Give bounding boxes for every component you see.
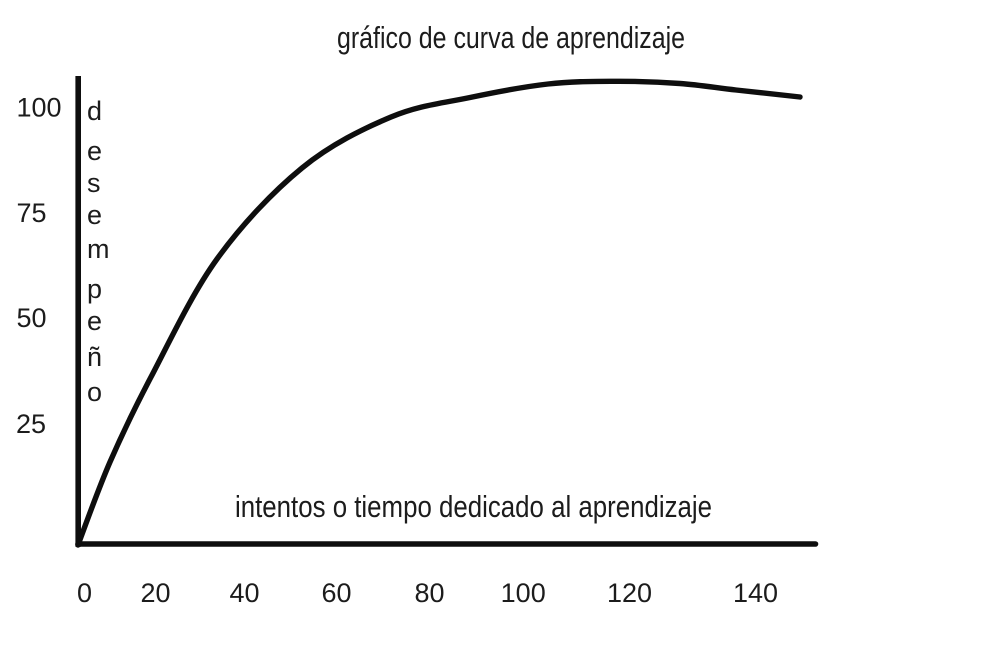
svg-text:ñ: ñ: [87, 342, 102, 372]
svg-text:s: s: [87, 168, 101, 198]
svg-text:100: 100: [17, 93, 62, 123]
svg-text:75: 75: [17, 198, 47, 228]
svg-text:o: o: [87, 377, 102, 407]
svg-text:140: 140: [733, 578, 778, 608]
svg-text:0: 0: [77, 578, 92, 608]
svg-text:m: m: [87, 234, 110, 264]
svg-text:100: 100: [501, 578, 546, 608]
svg-text:40: 40: [229, 578, 259, 608]
svg-text:25: 25: [16, 409, 46, 439]
svg-text:d: d: [87, 96, 102, 126]
svg-text:50: 50: [17, 303, 47, 333]
svg-text:80: 80: [414, 578, 444, 608]
svg-text:gráfico de curva de aprendizaj: gráfico de curva de aprendizaje: [337, 20, 685, 55]
svg-text:20: 20: [140, 578, 170, 608]
svg-text:e: e: [87, 306, 102, 336]
svg-text:e: e: [87, 136, 102, 166]
svg-text:120: 120: [607, 578, 652, 608]
svg-text:e: e: [87, 200, 102, 230]
svg-text:p: p: [87, 274, 102, 304]
svg-text:60: 60: [321, 578, 351, 608]
svg-text:intentos o tiempo dedicado al: intentos o tiempo dedicado al aprendizaj…: [235, 489, 712, 524]
